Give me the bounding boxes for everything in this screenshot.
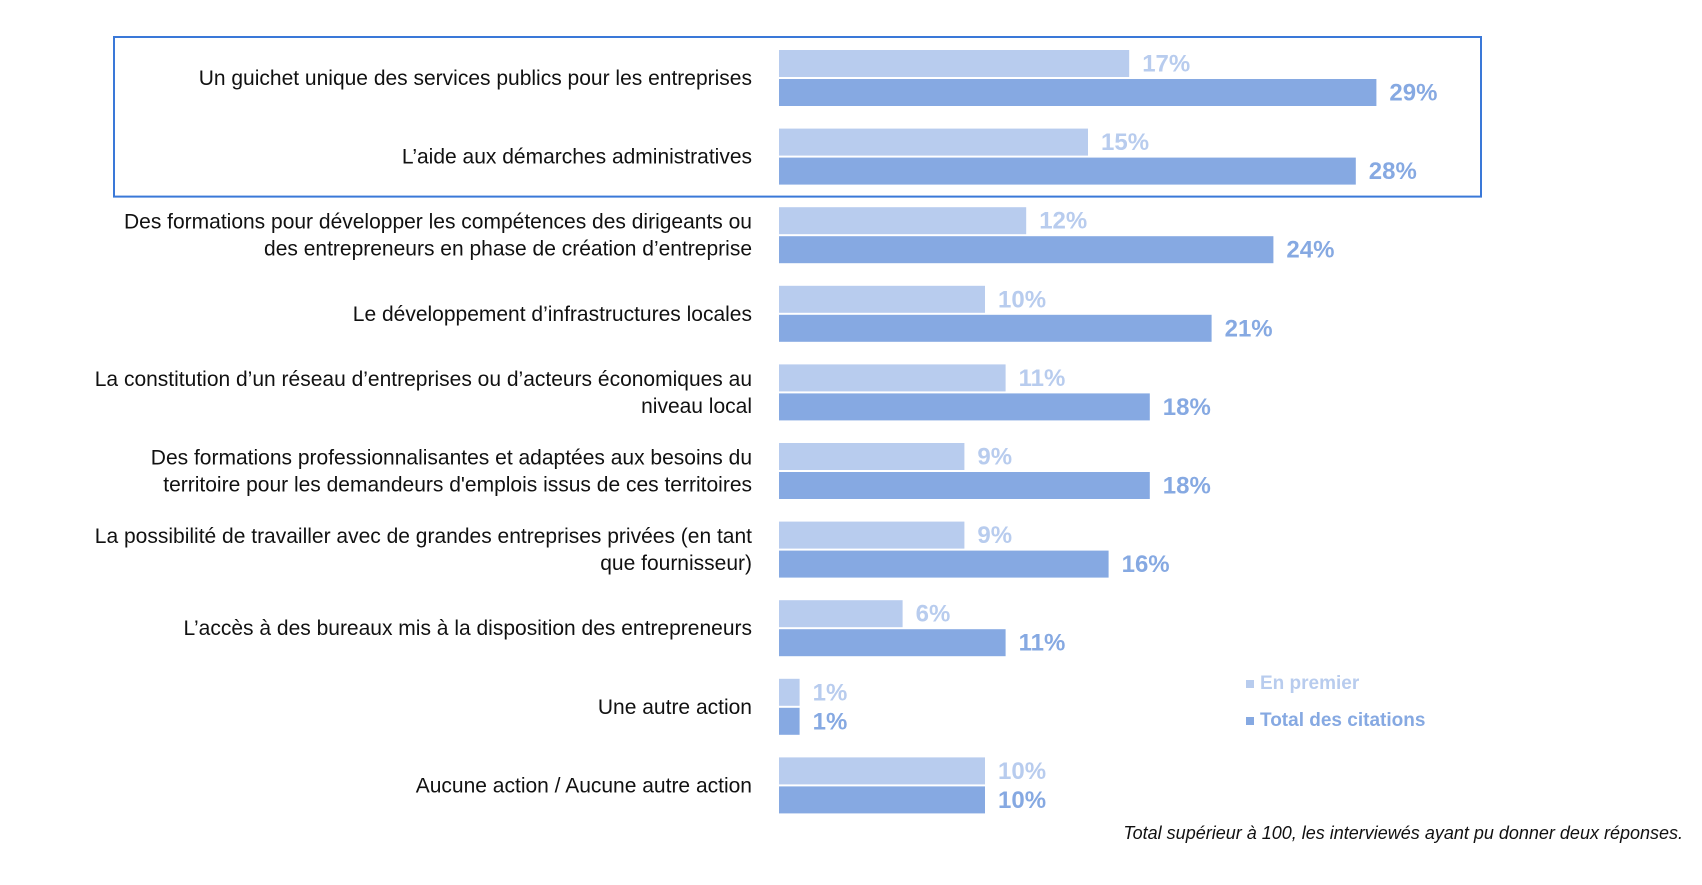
legend-swatch [1246, 680, 1254, 688]
category-label: Un guichet unique des services publics p… [199, 67, 752, 90]
category-label: Des formations pour développer les compé… [124, 211, 752, 234]
highlight-box [113, 36, 1482, 198]
data-label: 21% [1225, 315, 1273, 342]
data-label: 18% [1163, 473, 1211, 500]
category-label: La constitution d’un réseau d’entreprise… [95, 368, 752, 391]
bar-en-premier [779, 757, 985, 785]
data-label: 10% [998, 758, 1046, 785]
data-label: 11% [1019, 630, 1066, 657]
data-label: 16% [1122, 551, 1170, 578]
category-label: Aucune action / Aucune autre action [416, 774, 752, 797]
data-label: 10% [998, 286, 1046, 313]
bar-en-premier [779, 285, 985, 313]
category-label: L’accès à des bureaux mis à la dispositi… [184, 617, 753, 640]
bar-en-premier [779, 128, 1088, 156]
category-label: Des formations professionnalisantes et a… [151, 447, 752, 470]
data-label: 11% [1019, 365, 1066, 392]
bar-total-citations [779, 157, 1356, 185]
data-label: 6% [916, 601, 951, 628]
data-label: 15% [1101, 129, 1149, 156]
data-label: 29% [1389, 80, 1437, 107]
footnote: Total supérieur à 100, les interviewés a… [1123, 823, 1683, 843]
bar-en-premier [779, 600, 903, 628]
bar-total-citations [779, 629, 1006, 657]
category-label: niveau local [641, 395, 752, 418]
bar-en-premier [779, 50, 1130, 77]
bar-en-premier [779, 364, 1006, 392]
bar-total-citations [779, 393, 1150, 421]
data-label: 17% [1142, 51, 1190, 78]
category-label: La possibilité de travailler avec de gra… [95, 525, 752, 548]
legend-label: Total des citations [1260, 710, 1425, 731]
bar-en-premier [779, 521, 965, 549]
bar-total-citations [779, 314, 1212, 342]
data-label: 28% [1369, 158, 1417, 185]
data-label: 1% [813, 708, 848, 735]
data-label: 1% [813, 679, 848, 706]
category-label: des entrepreneurs en phase de création d… [264, 238, 752, 261]
legend-swatch [1246, 717, 1254, 725]
category-label: Le développement d’infrastructures local… [353, 303, 752, 326]
bar-total-citations [779, 472, 1150, 499]
category-label: que fournisseur) [600, 552, 752, 575]
data-label: 9% [977, 444, 1012, 471]
bar-en-premier [779, 443, 965, 470]
legend-label: En premier [1260, 673, 1360, 694]
bar-en-premier [779, 678, 800, 706]
bar-total-citations [779, 236, 1274, 264]
data-label: 9% [977, 522, 1012, 549]
bar-total-citations [779, 786, 985, 814]
data-label: 10% [998, 787, 1046, 814]
data-label: 12% [1039, 208, 1087, 235]
bar-total-citations [779, 707, 800, 735]
bar-total-citations [779, 79, 1377, 106]
data-label: 18% [1163, 394, 1211, 421]
bar-total-citations [779, 550, 1109, 578]
category-label: Une autre action [598, 696, 752, 719]
category-label: L’aide aux démarches administratives [402, 146, 752, 169]
data-label: 24% [1286, 237, 1334, 264]
bar-en-premier [779, 207, 1027, 235]
category-label: territoire pour les demandeurs d'emplois… [163, 474, 752, 497]
